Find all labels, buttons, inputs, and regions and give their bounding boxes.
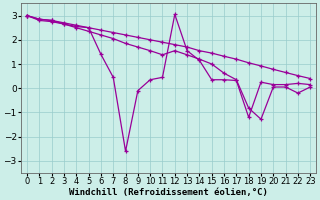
X-axis label: Windchill (Refroidissement éolien,°C): Windchill (Refroidissement éolien,°C): [69, 188, 268, 197]
